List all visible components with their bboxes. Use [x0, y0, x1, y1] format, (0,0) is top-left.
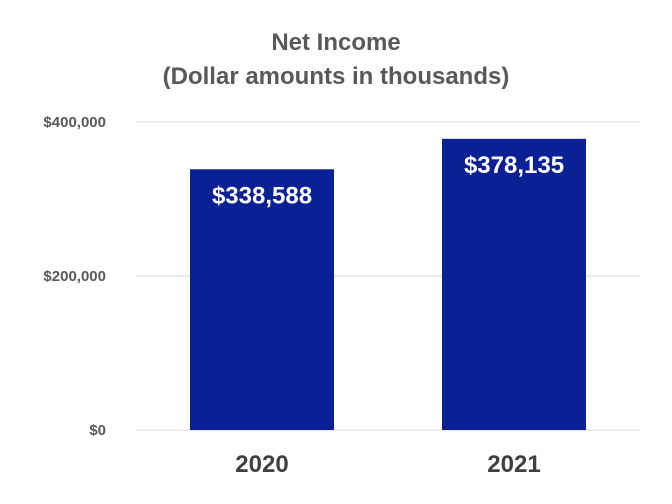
y-tick-label: $200,000 — [43, 268, 106, 285]
x-tick-label-2021: 2021 — [487, 451, 540, 478]
y-tick-label: $400,000 — [43, 114, 106, 131]
x-tick-label-2020: 2020 — [235, 451, 288, 478]
data-label-2020: $338,588 — [212, 182, 312, 209]
y-tick-label: $0 — [89, 422, 106, 439]
bar-2021 — [442, 138, 586, 430]
data-label-2021: $378,135 — [464, 152, 564, 179]
y-axis-tick-labels: $0 $200,000 $400,000 — [43, 114, 106, 439]
bar-2020 — [190, 169, 334, 431]
bars — [190, 138, 586, 431]
chart-title: Net Income — [271, 29, 400, 56]
chart-subtitle: (Dollar amounts in thousands) — [163, 63, 510, 90]
x-axis-tick-labels: 2020 2021 — [235, 451, 540, 478]
data-labels: $338,588 $378,135 — [212, 152, 564, 209]
